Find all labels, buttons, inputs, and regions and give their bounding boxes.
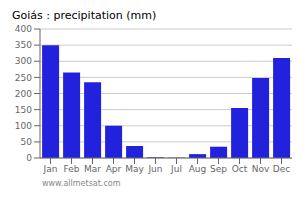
svg-text:50: 50 <box>21 137 33 147</box>
svg-text:Oct: Oct <box>232 164 248 174</box>
svg-text:May: May <box>125 164 144 174</box>
svg-text:Mar: Mar <box>84 164 101 174</box>
svg-text:Apr: Apr <box>106 164 122 174</box>
svg-text:Jan: Jan <box>43 164 58 174</box>
svg-text:350: 350 <box>15 40 32 50</box>
svg-text:Dec: Dec <box>273 164 290 174</box>
svg-text:Sep: Sep <box>210 164 227 174</box>
svg-text:400: 400 <box>15 24 32 34</box>
svg-text:Jun: Jun <box>147 164 162 174</box>
svg-text:200: 200 <box>15 89 32 99</box>
svg-text:Aug: Aug <box>189 164 207 174</box>
svg-text:0: 0 <box>26 153 32 163</box>
svg-text:Jul: Jul <box>170 164 182 174</box>
svg-text:300: 300 <box>15 56 32 66</box>
svg-text:100: 100 <box>15 121 32 131</box>
svg-text:Nov: Nov <box>252 164 270 174</box>
svg-text:250: 250 <box>15 73 32 83</box>
html-text:www.allmetsat.com: www.allmetsat.com <box>42 179 121 188</box>
html-text:Goiás : precipitation (mm): Goiás : precipitation (mm) <box>12 9 157 22</box>
svg-text:150: 150 <box>15 105 32 115</box>
svg-text:Feb: Feb <box>64 164 80 174</box>
